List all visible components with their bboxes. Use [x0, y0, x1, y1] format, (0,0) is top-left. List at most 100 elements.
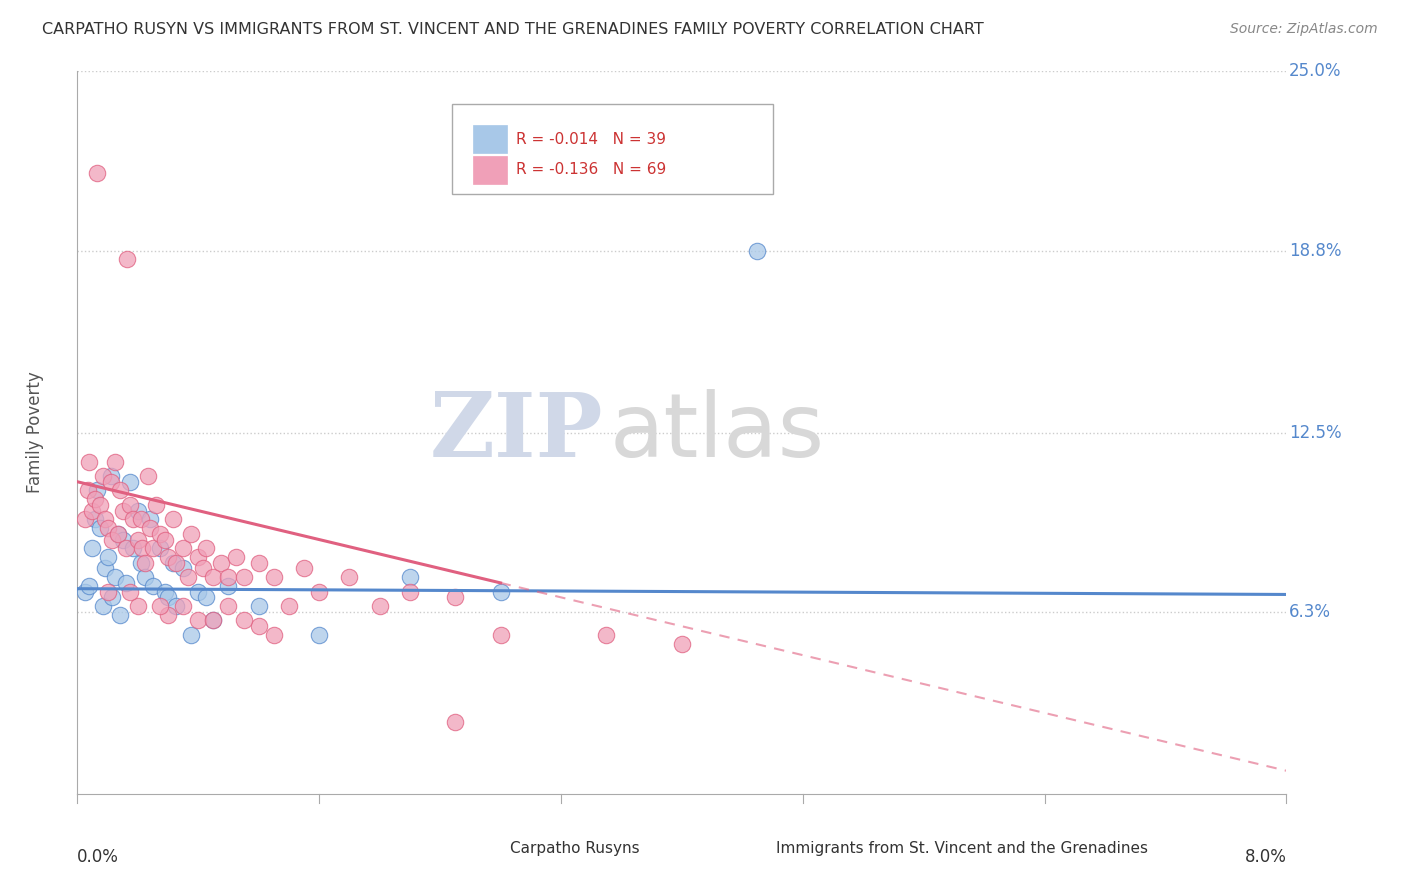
Text: CARPATHO RUSYN VS IMMIGRANTS FROM ST. VINCENT AND THE GRENADINES FAMILY POVERTY : CARPATHO RUSYN VS IMMIGRANTS FROM ST. VI… [42, 22, 984, 37]
Point [187, 549, 209, 564]
Point [165, 556, 187, 570]
Point [172, 599, 194, 613]
Point [180, 628, 202, 642]
Point [115, 252, 138, 267]
Point [86, 483, 108, 498]
Text: Source: ZipAtlas.com: Source: ZipAtlas.com [1230, 22, 1378, 37]
Text: 18.8%: 18.8% [1289, 242, 1341, 260]
Point [114, 575, 136, 590]
Bar [742, 838, 769, 859]
Point [172, 561, 194, 575]
Point [100, 469, 122, 483]
Point [142, 541, 165, 556]
Point [142, 579, 165, 593]
Point [134, 570, 156, 584]
Point [129, 556, 152, 570]
Point [127, 533, 149, 547]
Point [93, 561, 115, 575]
Point [202, 614, 225, 628]
Point [111, 503, 134, 517]
Text: 6.3%: 6.3% [1289, 603, 1331, 621]
Point [444, 714, 467, 729]
Point [139, 512, 162, 526]
Point [247, 619, 270, 633]
Point [101, 591, 124, 605]
Point [263, 628, 285, 642]
Point [671, 637, 693, 651]
Point [157, 607, 180, 622]
Point [157, 549, 180, 564]
Point [202, 570, 225, 584]
Point [399, 584, 422, 599]
Point [134, 556, 156, 570]
Point [84, 492, 107, 507]
Point [82, 541, 104, 556]
Point [247, 556, 270, 570]
Text: 0.0%: 0.0% [77, 848, 120, 866]
Point [84, 512, 107, 526]
Point [100, 475, 122, 489]
FancyBboxPatch shape [453, 103, 773, 194]
Point [96, 584, 118, 599]
Point [149, 599, 172, 613]
Point [489, 628, 512, 642]
Point [176, 570, 198, 584]
Point [308, 628, 330, 642]
Point [101, 533, 124, 547]
Point [218, 570, 240, 584]
Point [444, 591, 467, 605]
Point [86, 165, 108, 179]
Point [218, 599, 240, 613]
Point [111, 533, 134, 547]
Text: atlas: atlas [609, 389, 824, 476]
Bar [472, 126, 506, 153]
Point [120, 584, 142, 599]
Point [368, 599, 391, 613]
Point [232, 614, 254, 628]
Point [153, 584, 176, 599]
Text: 25.0%: 25.0% [1289, 62, 1341, 80]
Point [91, 469, 114, 483]
Point [278, 599, 301, 613]
Point [225, 549, 247, 564]
Point [308, 584, 330, 599]
Point [107, 526, 129, 541]
Point [218, 579, 240, 593]
Point [73, 512, 96, 526]
Point [127, 503, 149, 517]
Point [107, 526, 129, 541]
Point [157, 591, 180, 605]
Point [595, 628, 617, 642]
Point [122, 512, 145, 526]
Point [232, 570, 254, 584]
Point [96, 521, 118, 535]
Point [145, 498, 167, 512]
Point [149, 526, 172, 541]
Point [153, 533, 176, 547]
Point [93, 512, 115, 526]
Point [247, 599, 270, 613]
Point [138, 469, 160, 483]
Point [180, 526, 202, 541]
Text: ZIP: ZIP [430, 389, 603, 476]
Point [149, 541, 172, 556]
Point [79, 579, 101, 593]
Text: Carpatho Rusyns: Carpatho Rusyns [510, 840, 640, 855]
Point [89, 498, 111, 512]
Point [122, 541, 145, 556]
Point [263, 570, 285, 584]
Point [202, 614, 225, 628]
Text: Family Poverty: Family Poverty [25, 372, 44, 493]
Point [187, 614, 209, 628]
Point [108, 483, 131, 498]
Text: 12.5%: 12.5% [1289, 424, 1341, 442]
Point [194, 541, 217, 556]
Point [120, 498, 142, 512]
Point [131, 541, 153, 556]
Point [209, 556, 232, 570]
Point [489, 584, 512, 599]
Point [339, 570, 360, 584]
Point [292, 561, 315, 575]
Point [82, 503, 104, 517]
Point [104, 570, 127, 584]
